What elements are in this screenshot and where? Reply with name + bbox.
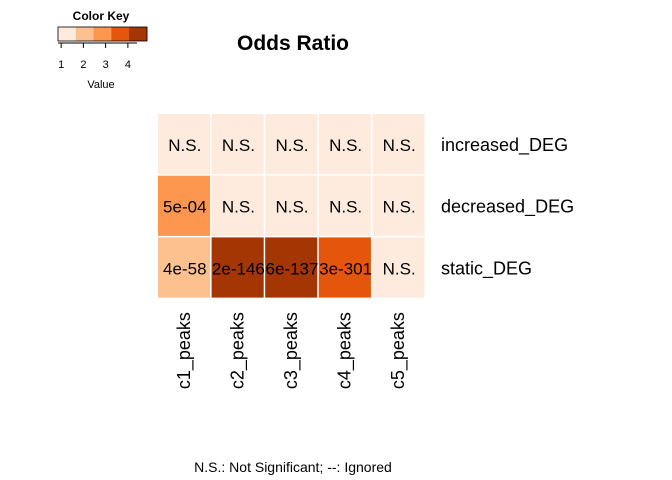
heatmap-cell xyxy=(372,114,425,175)
heatmap-cell-label: N.S. xyxy=(383,259,416,278)
heatmap-cell xyxy=(211,237,264,298)
heatmap-cell xyxy=(318,114,371,175)
color-key: Color Key 1 2 3 4 Value xyxy=(57,9,148,91)
heatmap-column-label: c4_peaks xyxy=(335,312,356,389)
heatmap-cell xyxy=(372,175,425,236)
color-key-swatch xyxy=(75,27,94,41)
heatmap-cell-label: N.S. xyxy=(168,136,201,155)
heatmap-cell-label: 3e-301 xyxy=(319,259,372,278)
heatmap-column-label: c3_peaks xyxy=(281,312,302,389)
heatmap-cell-label: 5e-04 xyxy=(163,198,206,217)
color-key-swatch xyxy=(111,27,130,41)
heatmap-cell-labels: N.S. N.S. N.S. N.S. N.S. 5e-04 N.S. N.S. N.S. N.S… xyxy=(163,136,416,278)
heatmap-column-label: c1_peaks xyxy=(174,312,195,389)
heatmap-column-label: c2_peaks xyxy=(227,312,248,389)
color-key-frame xyxy=(57,26,148,42)
heatmap-cell-label: N.S. xyxy=(275,136,308,155)
heatmap-row-label: static_DEG xyxy=(441,258,532,279)
chart-title: Odds Ratio xyxy=(237,32,349,55)
color-key-swatch xyxy=(58,27,77,41)
heatmap-cell-label: 2e-146 xyxy=(212,259,265,278)
heatmap-cell xyxy=(265,237,318,298)
heatmap-cell-label: N.S. xyxy=(222,136,255,155)
color-key-bar xyxy=(57,26,148,42)
color-key-tick-label: 3 xyxy=(103,59,109,71)
color-key-ticks: 1 2 3 4 xyxy=(58,43,131,71)
heatmap-cell-label: N.S. xyxy=(222,198,255,217)
heatmap-cell xyxy=(158,237,211,298)
heatmap-cell xyxy=(372,237,425,298)
footnote: N.S.: Not Significant; --: Ignored xyxy=(194,459,392,475)
heatmap-cell-label: N.S. xyxy=(275,198,308,217)
heatmap-row-label: increased_DEG xyxy=(441,135,568,156)
heatmap-cell-label: N.S. xyxy=(383,136,416,155)
color-key-swatch xyxy=(129,27,148,41)
heatmap-cell xyxy=(158,114,211,175)
heatmap-cell xyxy=(211,175,264,236)
heatmap-cell-label: 6e-137 xyxy=(266,259,319,278)
heatmap-cell xyxy=(211,114,264,175)
color-key-title: Color Key xyxy=(73,9,130,23)
heatmap-column-labels: c1_peaks c2_peaks c3_peaks c4_peaks c5_peaks xyxy=(174,312,409,389)
heatmap-cell-label: 4e-58 xyxy=(163,259,206,278)
heatmap-cell xyxy=(265,114,318,175)
heatmap-cell-label: N.S. xyxy=(329,136,362,155)
heatmap-cell-label: N.S. xyxy=(329,198,362,217)
heatmap-cell xyxy=(318,237,371,298)
heatmap-cell xyxy=(265,175,318,236)
color-key-tick-label: 2 xyxy=(80,59,86,71)
color-key-swatch xyxy=(93,27,112,41)
heatmap-row-labels: increased_DEG decreased_DEG static_DEG xyxy=(441,135,574,279)
color-key-tick-label: 1 xyxy=(58,59,64,71)
heatmap-cell-label: N.S. xyxy=(383,198,416,217)
heatmap-cell xyxy=(318,175,371,236)
heatmap-cells xyxy=(158,114,425,298)
heatmap-row-label: decreased_DEG xyxy=(441,197,574,218)
color-key-tick-label: 4 xyxy=(125,59,131,71)
color-key-xlabel: Value xyxy=(87,79,114,91)
heatmap-cell xyxy=(158,175,211,236)
heatmap-column-label: c5_peaks xyxy=(388,312,409,389)
